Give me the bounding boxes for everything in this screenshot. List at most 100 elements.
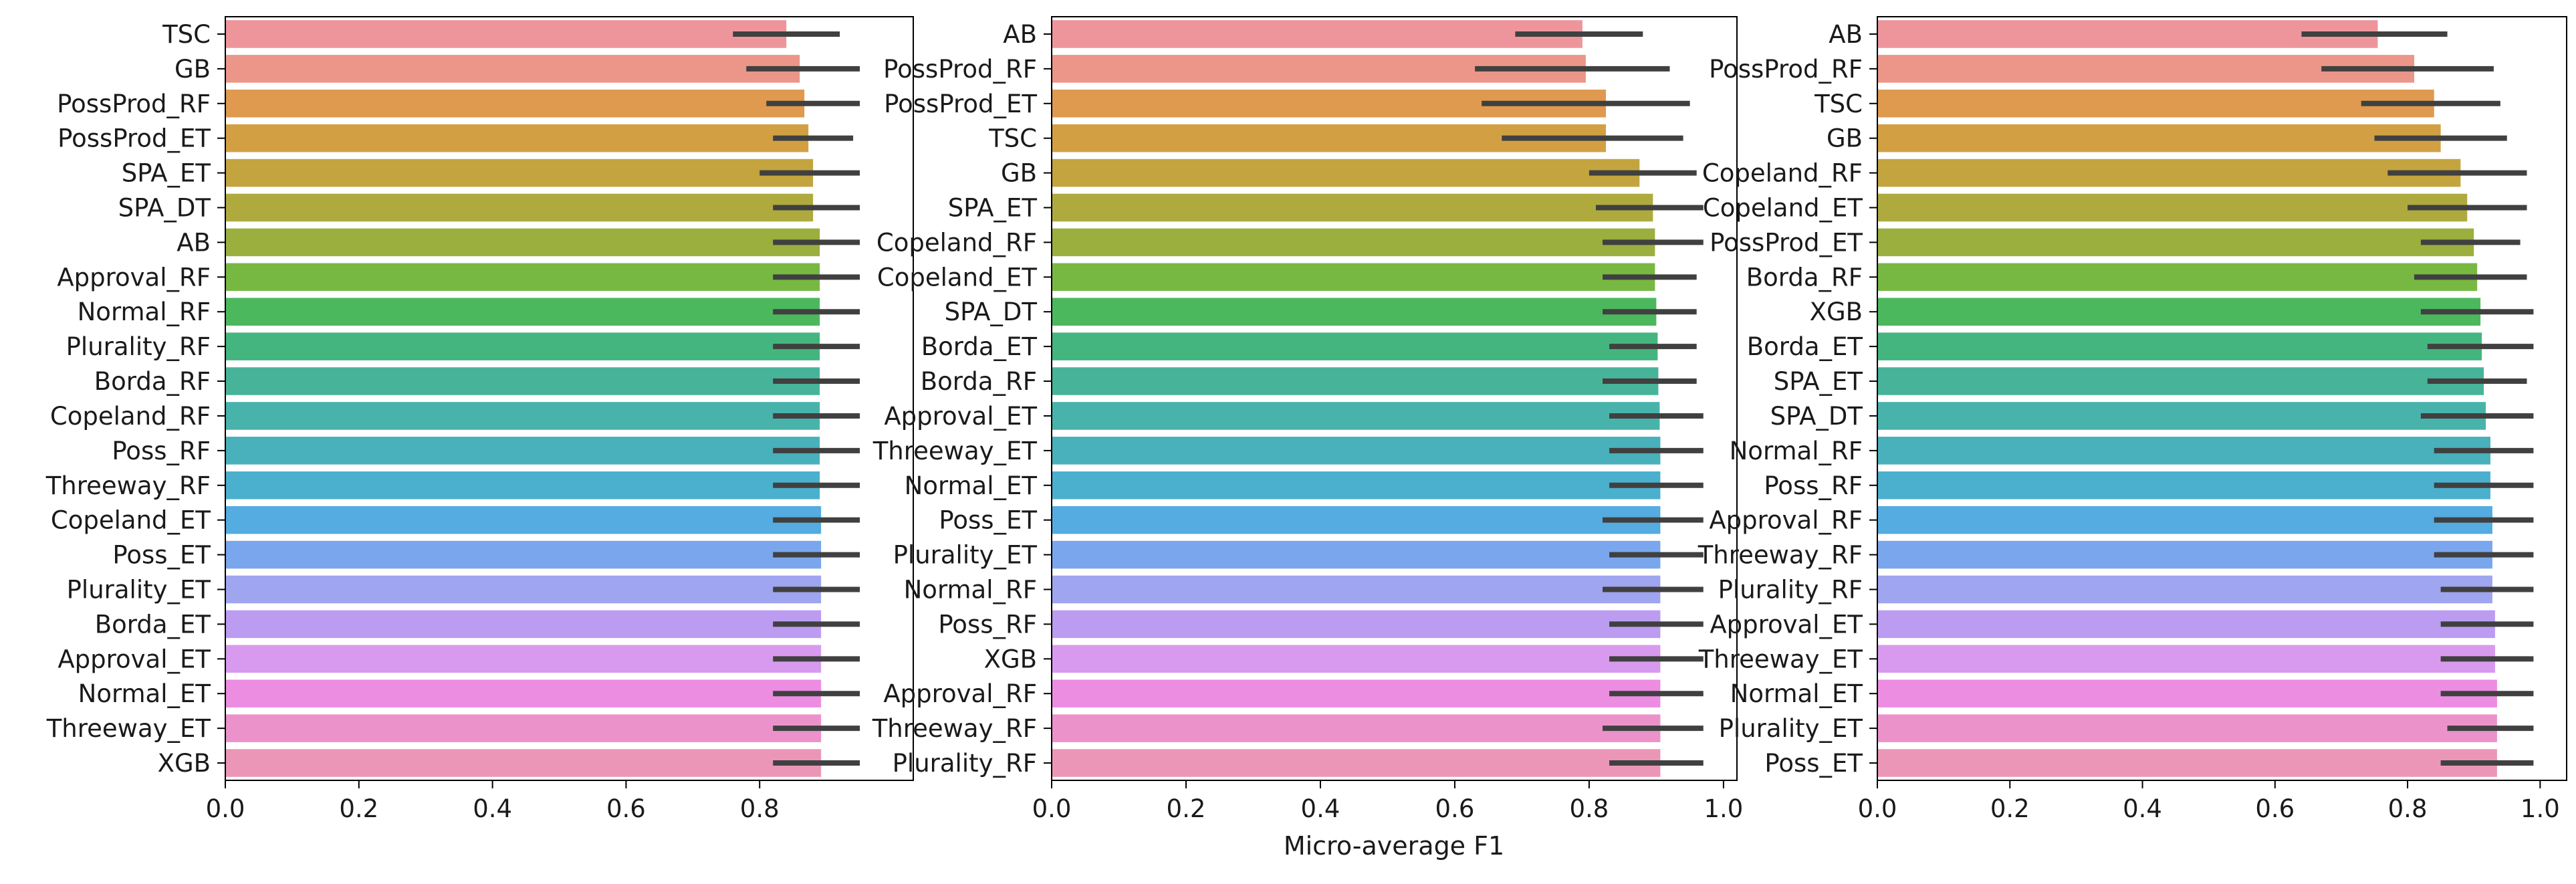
y-tick-label: TSC [988,124,1037,153]
y-tick-label: Threeway_RF [45,471,211,500]
chart-panel-1: TSC GB PossProd_RF PossProd_ET SPA_ET SPA_DT A… [45,16,914,823]
y-tick-label: Normal_ET [78,679,211,708]
bar [1877,90,2434,118]
x-tick-label: 0.8 [740,794,780,823]
y-tick-label: Copeland_ET [51,506,211,535]
bar [1877,193,2468,222]
x-tick-label: 0.8 [2388,794,2428,823]
y-tick-label: GB [174,55,211,84]
y-tick-label: Threeway_RF [1697,541,1863,570]
bar [225,20,787,48]
y-tick-label: SPA_DT [118,194,211,223]
y-tick-label: Borda_RF [921,367,1037,396]
chart-panels: TSC GB PossProd_RF PossProd_ET SPA_ET SPA_DT A… [45,16,2567,823]
bar [1877,714,2497,742]
y-tick-label: Threeway_ET [1698,645,1863,673]
bar [225,714,822,742]
x-tick-label: 0.4 [1301,794,1340,823]
bar [225,610,822,639]
y-tick-label: AB [1003,20,1037,49]
y-tick-label: TSC [162,20,211,49]
y-tick-label: Copeland_RF [1702,159,1863,188]
y-tick-label: Poss_RF [1764,471,1863,500]
bar [225,402,820,430]
bar [1877,228,2474,257]
bar [1877,506,2492,534]
y-tick-label: SPA_DT [945,298,1038,326]
bar [225,367,820,395]
bar [1052,437,1661,465]
y-tick-label: Normal_ET [905,471,1038,500]
bar [1877,575,2492,604]
y-tick-label: Copeland_ET [1703,194,1863,223]
y-tick-label: PossProd_RF [1709,55,1863,84]
y-tick-label: Threeway_ET [46,714,211,743]
y-tick-label: Borda_RF [1746,263,1863,292]
plot-frame [1051,16,1738,781]
bar [1052,402,1660,430]
bar [1877,749,2497,777]
bar [225,90,805,118]
x-tick-label: 0.6 [2255,794,2295,823]
y-tick-label: Borda_ET [921,332,1038,361]
bar [1877,610,2495,639]
bar [1052,610,1661,639]
y-tick-label: Borda_ET [95,610,211,639]
x-tick-label: 1.0 [2521,794,2560,823]
bar [1877,158,2461,187]
y-tick-label: PossProd_ET [1710,228,1863,257]
bar [1877,332,2482,360]
y-tick-label: Normal_RF [78,298,211,326]
bar [1877,540,2492,569]
bar [225,749,822,777]
y-tick-label: Copeland_ET [877,263,1037,292]
y-tick-label: TSC [1814,90,1863,118]
bar [1877,263,2478,292]
y-tick-label: Copeland_RF [50,402,211,431]
y-tick-label: AB [1829,20,1863,49]
x-tick-label: 0.4 [2123,794,2162,823]
y-tick-label: Normal_ET [1730,679,1863,708]
x-tick-label: 0.2 [1167,794,1206,823]
y-tick-label: SPA_ET [948,194,1038,223]
y-tick-label: PossProd_RF [883,55,1037,84]
bar [225,158,814,187]
bar [1052,20,1583,48]
bar [1052,263,1655,292]
y-tick-label: SPA_ET [122,159,211,188]
y-tick-label: Normal_RF [1730,437,1863,465]
bar [225,263,820,292]
y-tick-label: Normal_RF [904,576,1037,604]
bar [1877,124,2441,152]
y-tick-label: Plurality_RF [66,332,211,361]
y-tick-label: Plurality_RF [893,749,1037,778]
y-tick-label: Approval_RF [57,263,211,292]
bar [1877,471,2490,500]
y-tick-label: Threeway_RF [872,714,1037,743]
bar [1052,506,1661,534]
y-tick-label: Plurality_ET [67,576,211,604]
x-tick-label: 1.0 [1704,794,1743,823]
y-tick-label: XGB [984,645,1037,673]
y-tick-label: Plurality_ET [893,541,1038,570]
bar [1052,158,1640,187]
y-tick-label: XGB [158,749,211,778]
y-tick-label: Threeway_ET [872,437,1038,465]
y-tick-label: PossProd_ET [884,90,1037,118]
bar [1052,679,1661,707]
bar [1877,367,2484,395]
bar [225,332,820,360]
x-axis-label: Micro-average F1 [1284,831,1504,861]
bar [1052,228,1655,257]
bar [225,471,820,500]
x-tick-label: 0.2 [1990,794,2030,823]
y-tick-label: Poss_ET [112,541,211,570]
y-tick-label: AB [177,228,211,257]
bar [1052,749,1661,777]
bar [1877,437,2490,465]
plot-frame [1877,16,2567,781]
bar [1052,575,1661,604]
bar [225,679,822,707]
bar [225,124,809,152]
